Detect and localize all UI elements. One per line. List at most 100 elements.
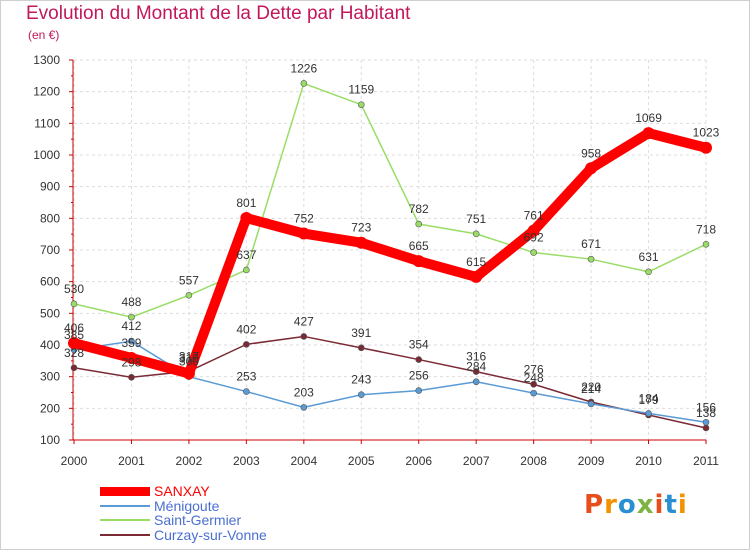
data-label: 1159 — [348, 83, 374, 97]
x-tick-label: 2002 — [176, 454, 203, 468]
data-label: 317 — [179, 349, 199, 363]
series-0 — [68, 127, 712, 380]
y-tick-label: 900 — [40, 180, 60, 194]
data-label: 402 — [236, 322, 256, 336]
logo-letter: x — [636, 490, 655, 520]
data-label: 530 — [64, 282, 84, 296]
data-point — [472, 230, 480, 238]
data-point — [297, 227, 310, 240]
y-tick-label: 600 — [40, 275, 60, 289]
series-line — [69, 128, 711, 379]
x-tick-label: 2010 — [635, 454, 662, 468]
logo-letter: r — [604, 490, 618, 520]
data-point — [470, 270, 483, 283]
data-label: 412 — [121, 319, 141, 333]
data-label: 718 — [696, 222, 716, 236]
data-point — [472, 378, 480, 386]
data-point — [642, 127, 655, 140]
data-label: 406 — [64, 321, 84, 335]
data-point — [585, 162, 598, 175]
logo-letter: i — [677, 490, 688, 520]
chart-axes: 100 200 300 400 500 600 700 800 900 1000 1100 1200 1… — [33, 53, 719, 468]
data-label: 248 — [524, 371, 544, 385]
data-label: 723 — [351, 221, 371, 235]
data-label: 385 — [64, 328, 84, 342]
data-label: 488 — [121, 295, 141, 309]
data-label: 751 — [466, 212, 486, 226]
data-point — [357, 101, 365, 108]
series-layer — [68, 80, 712, 432]
y-tick-label: 1200 — [33, 85, 60, 99]
data-label: 328 — [64, 346, 84, 360]
data-label: 253 — [236, 370, 256, 384]
y-tick-label: 1000 — [33, 148, 60, 162]
data-label: 801 — [236, 196, 256, 210]
data-point — [185, 291, 193, 299]
logo-letter: i — [654, 490, 665, 520]
data-label: 427 — [294, 314, 314, 328]
data-point — [415, 356, 423, 363]
legend-item: Ménigoute — [100, 499, 267, 514]
legend-label: Ménigoute — [154, 497, 220, 514]
legend-swatch — [100, 533, 150, 536]
data-point — [70, 364, 78, 372]
data-point — [355, 236, 368, 249]
x-tick-label: 2006 — [405, 454, 432, 468]
proxiti-logo: Proxiti — [584, 490, 688, 520]
data-point — [530, 380, 537, 388]
series-line — [73, 82, 707, 318]
x-tick-label: 2008 — [520, 454, 547, 468]
data-point — [530, 249, 537, 256]
data-label: 665 — [409, 239, 429, 253]
legend-label: Curzay-sur-Vonne — [154, 526, 267, 543]
chart-legend: SANXAY Ménigoute Saint-Germier Curzay-sur-V… — [100, 484, 267, 542]
data-label: 557 — [179, 273, 199, 287]
data-point — [128, 313, 135, 321]
data-point — [645, 268, 652, 276]
data-point — [300, 333, 308, 340]
logo-letter: o — [617, 490, 637, 520]
y-tick-label: 400 — [40, 338, 60, 352]
data-label: 276 — [524, 362, 544, 376]
data-label: 637 — [236, 248, 256, 262]
x-tick-label: 2011 — [693, 454, 719, 468]
data-point — [587, 400, 595, 408]
data-label: 958 — [581, 146, 601, 160]
data-label: 256 — [409, 369, 429, 383]
data-point — [415, 220, 423, 228]
data-point — [240, 212, 253, 225]
legend-label: SANXAY — [154, 483, 210, 500]
data-label: 359 — [121, 336, 141, 350]
data-label: 1069 — [635, 111, 662, 125]
x-tick-label: 2004 — [290, 454, 317, 468]
y-tick-label: 500 — [40, 306, 60, 320]
data-point — [702, 418, 710, 426]
legend-swatch — [100, 519, 150, 522]
data-point — [300, 404, 308, 411]
data-label: 214 — [581, 382, 601, 396]
data-point — [128, 373, 135, 381]
data-label: 300 — [179, 355, 199, 369]
data-point — [357, 391, 365, 399]
data-point — [357, 344, 365, 352]
series-line — [73, 335, 707, 429]
legend-swatch — [100, 486, 150, 496]
y-tick-label: 200 — [40, 401, 60, 415]
data-point — [125, 351, 138, 364]
data-point — [415, 387, 423, 394]
legend-item: SANXAY — [100, 484, 267, 499]
x-tick-label: 2001 — [118, 454, 145, 468]
x-tick-label: 2005 — [348, 454, 375, 468]
legend-label: Saint-Germier — [154, 512, 242, 529]
data-label: 156 — [696, 400, 716, 414]
data-point — [243, 388, 250, 395]
data-label: 692 — [524, 231, 544, 245]
y-tick-label: 700 — [40, 243, 60, 257]
data-label: 203 — [294, 385, 314, 399]
y-tick-label: 800 — [40, 211, 60, 225]
data-label: 391 — [351, 326, 371, 340]
data-point — [472, 368, 480, 375]
data-label: 138 — [696, 406, 716, 420]
data-label: 179 — [639, 393, 659, 407]
